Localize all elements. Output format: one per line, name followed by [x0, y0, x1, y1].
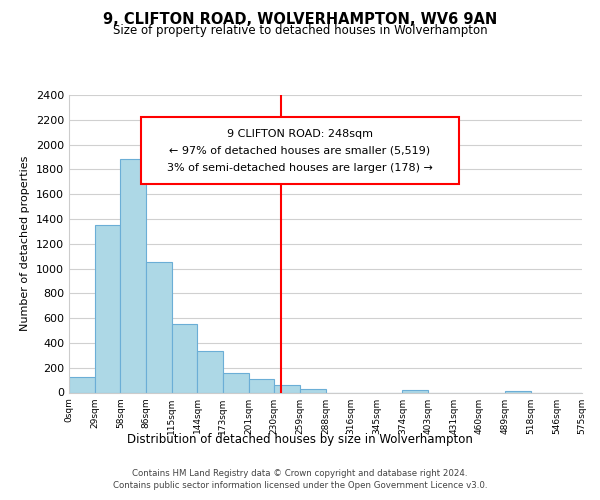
Bar: [69, 377, 95, 392]
Text: Contains HM Land Registry data © Crown copyright and database right 2024.
Contai: Contains HM Land Registry data © Crown c…: [113, 468, 487, 490]
Text: 9 CLIFTON ROAD: 248sqm
← 97% of detached houses are smaller (5,519)
3% of semi-d: 9 CLIFTON ROAD: 248sqm ← 97% of detached…: [167, 128, 433, 173]
FancyBboxPatch shape: [141, 118, 459, 184]
Text: Distribution of detached houses by size in Wolverhampton: Distribution of detached houses by size …: [127, 432, 473, 446]
Bar: [248, 379, 274, 392]
Bar: [403, 390, 428, 392]
Bar: [146, 262, 172, 392]
Bar: [505, 390, 531, 392]
Y-axis label: Number of detached properties: Number of detached properties: [20, 156, 31, 332]
Bar: [95, 225, 121, 392]
Bar: [172, 324, 197, 392]
Text: 9, CLIFTON ROAD, WOLVERHAMPTON, WV6 9AN: 9, CLIFTON ROAD, WOLVERHAMPTON, WV6 9AN: [103, 12, 497, 28]
Bar: [197, 351, 223, 393]
Bar: [300, 390, 325, 392]
Text: Size of property relative to detached houses in Wolverhampton: Size of property relative to detached ho…: [113, 24, 487, 37]
Bar: [121, 160, 146, 392]
Bar: [223, 372, 248, 392]
Bar: [274, 385, 300, 392]
